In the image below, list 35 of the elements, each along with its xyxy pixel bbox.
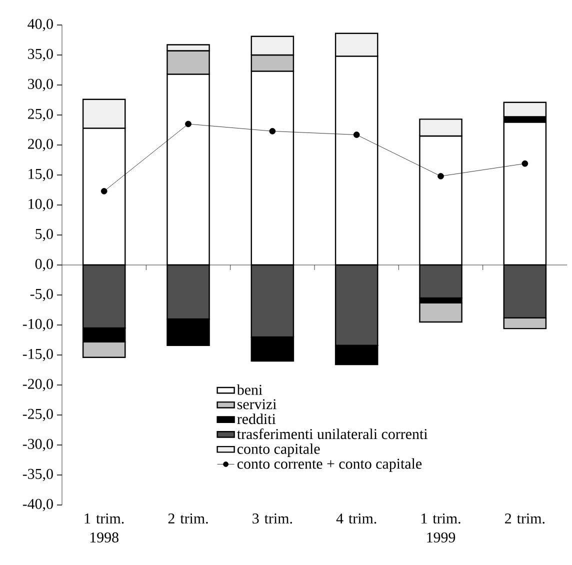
point bbox=[269, 128, 276, 134]
y-tick-label: -30,0 bbox=[22, 438, 53, 452]
y-tick-label: -10,0 bbox=[22, 318, 53, 332]
x-tick-label: 2 trim. bbox=[168, 514, 208, 524]
y-tick-label: -40,0 bbox=[22, 498, 53, 512]
point bbox=[100, 188, 108, 194]
point bbox=[353, 132, 360, 138]
legend-label: servizi bbox=[238, 399, 276, 410]
y-tick-label: 0,0 bbox=[35, 258, 53, 272]
x-tick-label: 4 trim. bbox=[336, 514, 376, 524]
y-tick-label: -15,0 bbox=[22, 348, 53, 362]
x-tick-label: 1 trim. 1998 bbox=[84, 514, 124, 542]
y-tick-label: 30,0 bbox=[28, 78, 53, 92]
y-tick-label: 25,0 bbox=[28, 108, 53, 122]
y-tick-label: 35,0 bbox=[28, 48, 53, 62]
x-tick-label: 2 trim. bbox=[505, 514, 544, 524]
legend-label: trasferimenti unilaterali correnti bbox=[237, 428, 428, 440]
legend-label: conto capitale bbox=[237, 443, 320, 457]
y-tick-label: 40,0 bbox=[28, 18, 53, 32]
point bbox=[522, 160, 528, 167]
y-tick-label: -25,0 bbox=[22, 408, 53, 422]
x-tick-label: 1 trim. 1999 bbox=[422, 514, 460, 542]
y-tick-label: 5,0 bbox=[36, 228, 53, 242]
y-tick-label: -5,0 bbox=[30, 288, 53, 302]
y-tick-label: -20,0 bbox=[22, 378, 53, 392]
y-tick-label: 20,0 bbox=[28, 138, 53, 152]
y-tick-label: 15,0 bbox=[28, 168, 53, 182]
y-tick-label: -35,0 bbox=[22, 468, 53, 482]
point bbox=[185, 120, 192, 128]
legend-label: redditi bbox=[237, 414, 276, 424]
legend-label: conto corrente + conto capitale bbox=[237, 458, 422, 472]
y-tick-label: 10,0 bbox=[28, 198, 53, 212]
legend-label: beni bbox=[236, 384, 262, 395]
x-tick-label: 3 trim. bbox=[252, 514, 292, 524]
point bbox=[438, 172, 444, 180]
